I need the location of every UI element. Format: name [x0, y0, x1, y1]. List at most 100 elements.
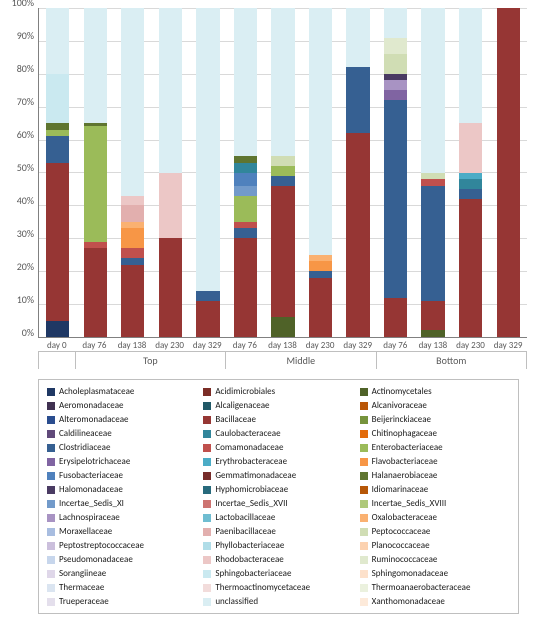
legend-item: Incertae_Sedis_XVII	[203, 498, 353, 509]
plot-area: 0%10%20%30%40%50%60%70%80%90%100%	[8, 8, 527, 338]
bar-segment	[346, 67, 369, 133]
bar-segment	[459, 179, 482, 189]
legend-label: Oxalobacteraceae	[372, 512, 437, 523]
legend-swatch	[47, 598, 55, 606]
legend-item: Alteromonadaceae	[47, 414, 197, 425]
bar-slot	[377, 8, 415, 337]
legend-swatch	[360, 430, 368, 438]
legend-label: Halanaerobiaceae	[372, 470, 438, 481]
legend-swatch	[360, 486, 368, 494]
legend-label: Chitinophagaceae	[372, 428, 437, 439]
bar-segment	[234, 186, 257, 196]
bar-segment	[196, 8, 219, 291]
bar-segment	[234, 228, 257, 238]
x-group-label	[38, 352, 76, 369]
bar-segment	[384, 80, 407, 90]
x-group-label: Top	[76, 352, 226, 369]
bar-segment	[46, 74, 69, 123]
legend-label: Actinomycetales	[372, 386, 432, 397]
legend-item: Phyllobacteriaceae	[203, 540, 353, 551]
legend-item: Clostridiaceae	[47, 442, 197, 453]
bar-segment	[421, 173, 444, 180]
legend-label: Incertae_Sedis_XVIII	[372, 498, 447, 509]
bar	[346, 8, 369, 337]
legend-swatch	[203, 486, 211, 494]
bar-slot	[152, 8, 190, 337]
legend-swatch	[47, 444, 55, 452]
bar-segment	[271, 317, 294, 337]
legend-swatch	[203, 444, 211, 452]
bar-segment	[421, 179, 444, 186]
bar-segment	[121, 248, 144, 258]
bar-segment	[384, 298, 407, 337]
bar-segment	[459, 173, 482, 180]
legend-label: Caulobacteraceae	[215, 428, 280, 439]
legend-swatch	[360, 500, 368, 508]
legend-item: Lachnospiraceae	[47, 512, 197, 523]
legend-label: Alcanivoraceae	[372, 400, 427, 411]
legend-swatch	[47, 416, 55, 424]
bar-segment	[159, 173, 182, 239]
legend-label: Enterobacteriaceae	[372, 442, 443, 453]
legend-item: Acidimicrobiales	[203, 386, 353, 397]
legend-swatch	[47, 570, 55, 578]
legend-label: Beijerinckiaceae	[372, 414, 431, 425]
legend-item: Sphingobacteriaceae	[203, 568, 353, 579]
bar-segment	[121, 196, 144, 206]
x-axis: day 0day 76day 138day 230day 329day 76da…	[38, 338, 527, 351]
bar	[84, 8, 107, 337]
legend-swatch	[203, 416, 211, 424]
legend-swatch	[360, 402, 368, 410]
legend-label: Thermaceae	[59, 582, 104, 593]
bar-segment	[46, 8, 69, 74]
legend-swatch	[203, 500, 211, 508]
bar-segment	[234, 238, 257, 337]
legend-swatch	[360, 598, 368, 606]
legend-item: Erysipelotrichaceae	[47, 456, 197, 467]
bar-segment	[234, 173, 257, 186]
legend-label: Moraxellaceae	[59, 526, 112, 537]
legend-swatch	[47, 542, 55, 550]
legend-swatch	[360, 528, 368, 536]
bar-segment	[384, 8, 407, 38]
bar-segment	[84, 126, 107, 241]
legend-swatch	[47, 528, 55, 536]
legend-swatch	[360, 444, 368, 452]
bar	[271, 8, 294, 337]
legend-swatch	[360, 514, 368, 522]
legend-label: Alteromonadaceae	[59, 414, 129, 425]
bar-segment	[46, 136, 69, 162]
legend-label: Erythrobacteraceae	[215, 456, 287, 467]
bars-wrap	[38, 8, 527, 338]
bar-segment	[309, 8, 332, 255]
bar-segment	[84, 242, 107, 249]
bars	[39, 8, 527, 337]
legend-item: Alcaligenaceae	[203, 400, 353, 411]
bar-slot	[302, 8, 340, 337]
legend-label: Lactobacillaceae	[215, 512, 275, 523]
legend-label: Clostridiaceae	[59, 442, 110, 453]
legend-item: Oxalobacteraceae	[360, 512, 510, 523]
legend-label: Peptostreptococcaceae	[59, 540, 144, 551]
bar-segment	[271, 186, 294, 318]
legend-swatch	[360, 458, 368, 466]
legend-swatch	[47, 556, 55, 564]
legend-item: Moraxellaceae	[47, 526, 197, 537]
legend-swatch	[360, 584, 368, 592]
legend-label: Thermoactinomycetaceae	[215, 582, 310, 593]
legend-item: Chitinophagaceae	[360, 428, 510, 439]
bar-segment	[196, 301, 219, 337]
legend-item: Actinomycetales	[360, 386, 510, 397]
legend-item: Gemmatimonadaceae	[203, 470, 353, 481]
legend-swatch	[360, 388, 368, 396]
legend-item: Incertae_Sedis_XI	[47, 498, 197, 509]
x-tick-label: day 329	[339, 338, 377, 351]
legend-label: Incertae_Sedis_XVII	[215, 498, 287, 509]
bar-segment	[421, 8, 444, 173]
legend-label: Peptococcaceae	[372, 526, 431, 537]
legend-item: Flavobacteriaceae	[360, 456, 510, 467]
legend-swatch	[360, 556, 368, 564]
legend-label: Lachnospiraceae	[59, 512, 120, 523]
bar-segment	[384, 100, 407, 297]
legend-label: Alcaligenaceae	[215, 400, 269, 411]
